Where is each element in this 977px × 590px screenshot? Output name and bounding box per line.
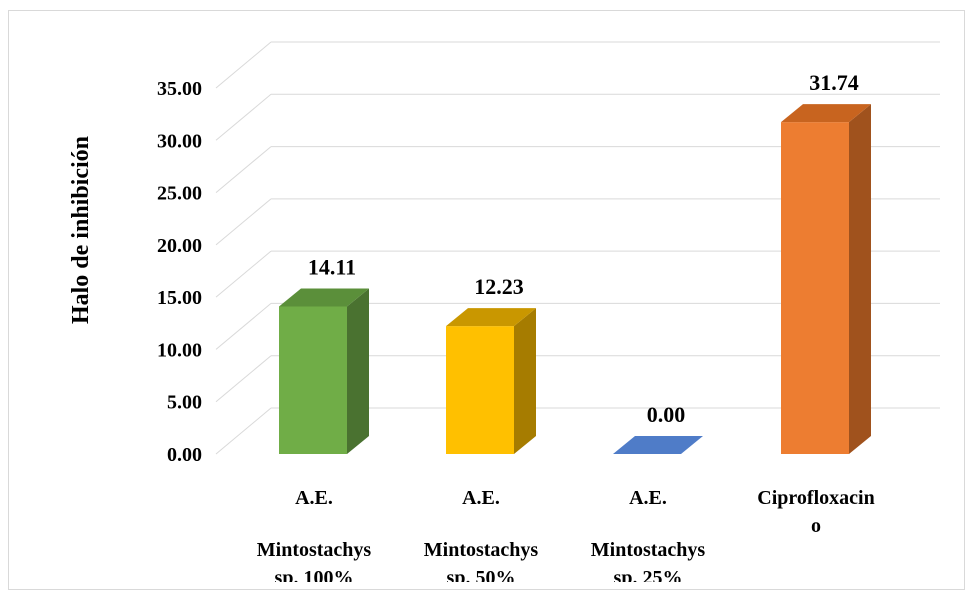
category-label: A.E. [295,487,333,509]
gridline-diagonal [215,93,272,141]
y-axis-title: Halo de inhibición [68,136,94,324]
category-label: Mintostachys [424,539,539,561]
category-labels: A.E. Mintostachys sp. 100% A.E. Mintostachys… [257,487,875,582]
y-axis-ticks: 0.00 5.00 10.00 15.00 20.00 25.00 30.00 35.00 [157,78,202,466]
bar-side [849,104,871,455]
category-label: Mintostachys [257,539,372,561]
gridline-diagonal [215,250,272,298]
category-label: o [811,515,821,537]
category-label: sp. 100% [275,567,354,582]
y-tick-label: 20.00 [157,235,202,257]
y-tick-label: 25.00 [157,183,202,205]
category-label: A.E. [629,487,667,509]
bar-side [347,288,369,454]
gridline-diagonal [215,198,272,246]
y-tick-label: 30.00 [157,130,202,152]
bar-top [279,288,369,307]
data-label: 12.23 [474,274,524,299]
y-tick-label: 5.00 [167,392,202,414]
category-label: Ciprofloxacin [757,487,874,509]
gridline-diagonal [215,407,272,455]
y-tick-label: 35.00 [157,78,202,100]
y-tick-label: 0.00 [167,444,202,466]
y-tick-label: 15.00 [157,287,202,309]
gridline-diagonal [215,303,272,350]
gridline-diagonal [215,146,272,193]
category-label: sp. 50% [447,567,516,582]
gridline-diagonal [215,41,272,89]
category-label: Mintostachys [591,539,706,561]
bar-front [446,326,514,454]
data-label: 31.74 [809,70,859,95]
gridline-diagonal [215,355,272,403]
data-labels: 14.11 12.23 0.00 31.74 [308,70,859,427]
category-label: sp. 25% [614,567,683,582]
bar-front [781,122,849,455]
bars [279,104,871,455]
data-label: 0.00 [647,402,686,427]
bar-top [446,308,536,327]
bar-top [613,436,703,454]
data-label: 14.11 [308,254,356,279]
bar-front [279,306,347,454]
y-tick-label: 10.00 [157,339,202,361]
category-label: A.E. [462,487,500,509]
bar-top [781,104,871,123]
bar-side [514,308,536,454]
